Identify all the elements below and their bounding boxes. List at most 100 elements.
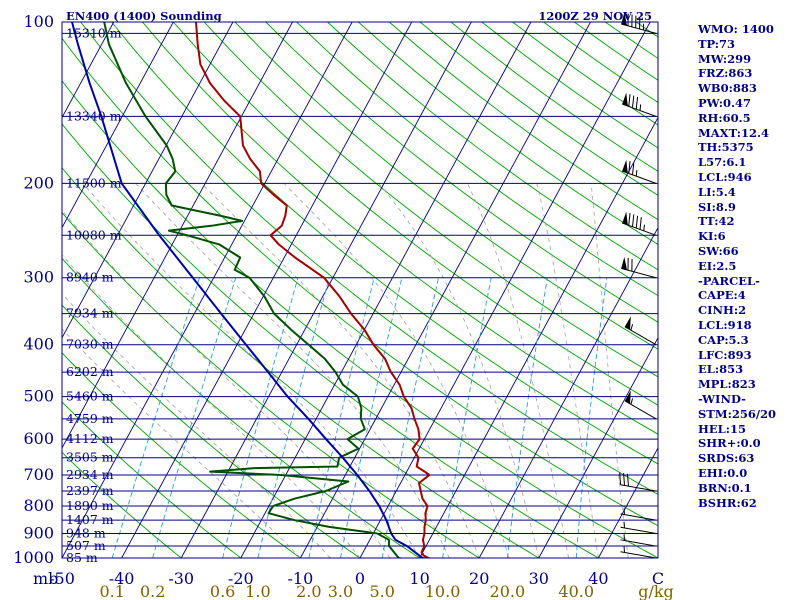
index-value: L57:6.1 xyxy=(698,155,747,170)
plot-frame xyxy=(61,21,659,559)
wind-barb xyxy=(620,534,657,547)
index-value: LFC:893 xyxy=(698,347,752,362)
wind-barb-feather xyxy=(623,473,625,486)
wind-barb-staff xyxy=(620,539,657,547)
index-value: SHR+:0.0 xyxy=(698,436,761,451)
wind-barb-staff xyxy=(620,513,657,521)
wind-barb-pennant xyxy=(624,390,631,404)
pressure-tick-label: 400 xyxy=(23,335,54,354)
height-label: 948 m xyxy=(66,525,106,540)
mixing-ratio-tick-label: 5.0 xyxy=(369,582,394,600)
wind-barb-feather xyxy=(635,96,639,110)
wind-barb-staff xyxy=(621,23,657,34)
pressure-tick-label: 100 xyxy=(23,12,54,31)
wind-barb xyxy=(619,472,657,492)
isotherm-line xyxy=(62,22,353,558)
wind-barb-half-feather xyxy=(643,224,645,231)
index-value: BSHR:62 xyxy=(698,495,757,510)
mixing-ratio-tick-label: 3.0 xyxy=(328,582,353,600)
mixing-ratio-tick-label: 0.1 xyxy=(99,582,124,600)
height-label: 85 m xyxy=(66,550,98,565)
index-value: BRN:0.1 xyxy=(698,480,752,495)
pressure-tick-label: 600 xyxy=(23,429,54,448)
wind-barb xyxy=(622,159,657,184)
temperature-tick-label: -10 xyxy=(288,569,314,588)
height-label: 6202 m xyxy=(66,364,114,379)
isotherm-line xyxy=(62,22,234,339)
temperature-tick-label: -50 xyxy=(49,569,75,588)
index-value: CINH:2 xyxy=(698,303,747,318)
height-label: 13340 m xyxy=(66,108,122,123)
wind-barb-feather xyxy=(627,473,629,487)
height-label: 7030 m xyxy=(66,337,114,352)
wind-barb-feather xyxy=(619,472,622,485)
moist-adiabat-line xyxy=(201,183,480,558)
height-label: 1407 m xyxy=(66,512,114,527)
temperature-tick-label: 30 xyxy=(529,569,549,588)
isotherm-line xyxy=(121,22,413,558)
wind-barb-half-feather xyxy=(630,324,634,331)
dry-adiabat-line xyxy=(80,22,658,495)
parcel-profile xyxy=(71,22,429,558)
height-label: 4759 m xyxy=(66,411,114,426)
sounding-indices-panel: WMO: 1400 TP:73 MW:299 FRZ:863 WB0:883 PW:0.4… xyxy=(698,22,800,510)
index-value: TT:42 xyxy=(698,214,735,229)
index-value: -PARCEL- xyxy=(698,273,760,288)
wind-barb xyxy=(622,211,657,236)
wind-barb-staff xyxy=(620,551,657,559)
temperature-profile xyxy=(195,22,432,558)
moist-adiabat-line xyxy=(135,183,450,558)
pressure-tick-label: 300 xyxy=(23,268,54,287)
height-label: 11500 m xyxy=(66,175,122,190)
temperature-tick-label: -30 xyxy=(168,569,194,588)
height-label: 8940 m xyxy=(66,270,114,285)
pressure-tick-label: 900 xyxy=(23,523,54,542)
wind-barb-feather xyxy=(635,215,639,229)
temperature-tick-label: C xyxy=(652,569,664,588)
temperature-tick-label: 0 xyxy=(355,569,365,588)
mixing-ratio-line xyxy=(308,277,375,558)
mixing-ratio-tick-label: 0.6 xyxy=(210,582,235,600)
temperature-tick-label: -20 xyxy=(228,569,254,588)
index-value: WMO: 1400 xyxy=(698,22,774,36)
mixing-ratio-line xyxy=(442,277,492,558)
mixing-ratio-tick-label: 1.0 xyxy=(245,582,270,600)
index-value: CAP:5.3 xyxy=(698,332,749,347)
wind-barb-half-feather xyxy=(639,104,642,111)
dry-adiabat-line xyxy=(62,37,658,527)
isotherm-line xyxy=(478,226,658,558)
mixing-ratio-line xyxy=(339,277,403,558)
index-value: TH:5375 xyxy=(698,140,754,155)
pressure-tick-label: 500 xyxy=(23,387,54,406)
wind-barb-pennant xyxy=(624,316,631,330)
wind-barb-half-feather xyxy=(630,398,634,405)
index-value: EHI:0.0 xyxy=(698,465,748,480)
index-value: CAPE:4 xyxy=(698,288,746,303)
index-value: HEL:15 xyxy=(698,421,746,436)
index-value: LCL:918 xyxy=(698,317,752,332)
wind-barb-staff xyxy=(620,526,657,534)
temperature-tick-label: 10 xyxy=(409,569,429,588)
index-value: EL:853 xyxy=(698,362,744,377)
wind-barb xyxy=(624,390,657,420)
mixing-ratio-line xyxy=(222,277,299,558)
wind-barb-feather xyxy=(632,214,635,227)
wind-barb xyxy=(620,508,657,521)
pressure-units-label: mb xyxy=(33,569,58,588)
height-label: 10080 m xyxy=(66,227,122,242)
wind-barb-feather xyxy=(628,94,631,107)
moist-adiabat-line xyxy=(536,183,599,558)
wind-barb-pennant xyxy=(621,256,628,270)
height-label: 15310 m xyxy=(66,25,122,40)
mixing-ratio-line xyxy=(575,277,608,558)
mixing-ratio-tick-label: g/kg xyxy=(638,582,674,600)
height-label: 3505 m xyxy=(66,450,114,465)
isotherm-line xyxy=(240,22,532,558)
pressure-tick-label: 800 xyxy=(23,496,54,515)
wind-barb-staff xyxy=(624,400,657,420)
wind-barb-feather xyxy=(632,162,635,175)
height-label: 5460 m xyxy=(66,389,114,404)
moist-adiabat-line xyxy=(62,254,361,558)
wind-barb-feather xyxy=(639,217,642,230)
moist-adiabat-line xyxy=(283,183,510,558)
